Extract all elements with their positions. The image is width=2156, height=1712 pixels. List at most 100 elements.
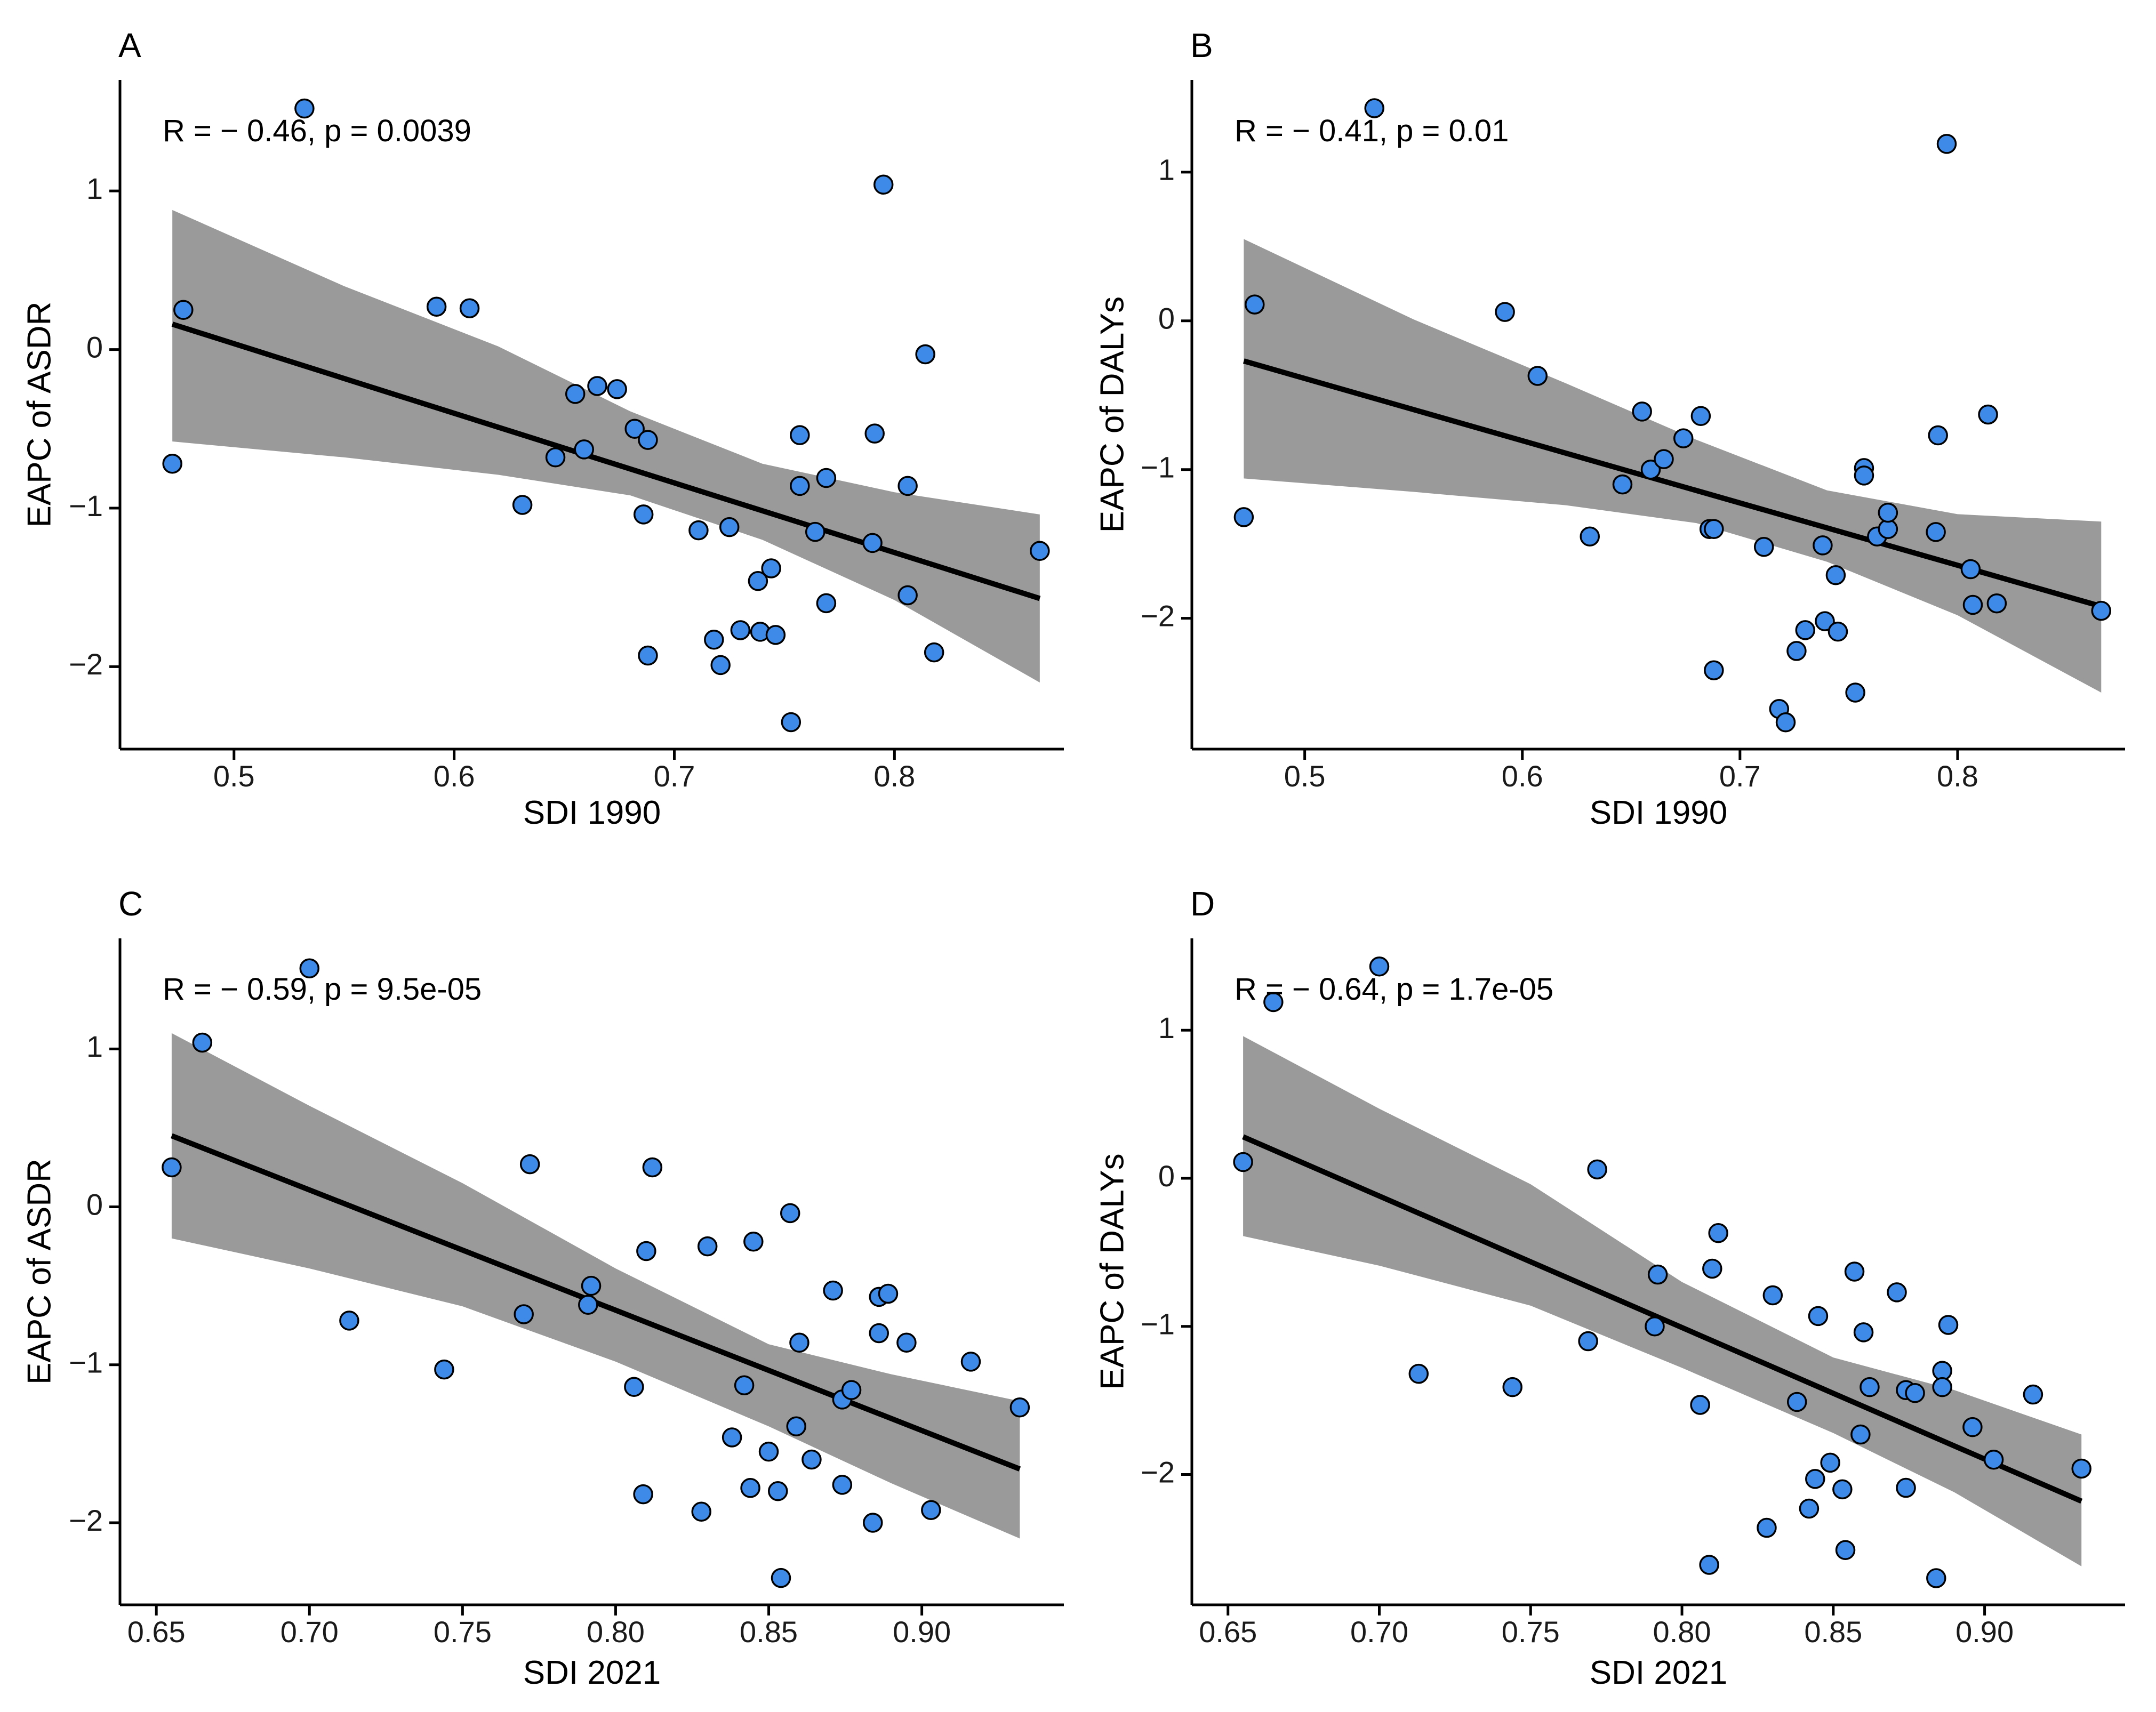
panel-c-correlation-label: R = − 0.59, p = 9.5e-05	[163, 972, 482, 1007]
panel-d-point-11	[1699, 1555, 1719, 1575]
panel-b-point-5	[1527, 366, 1548, 386]
panel-d-x-tick-label: 0.85	[1804, 1615, 1862, 1649]
panel-a-point-24	[765, 625, 786, 645]
panel-c-point-26	[802, 1449, 822, 1470]
panel-a-correlation-label: R = − 0.46, p = 0.0039	[163, 114, 471, 148]
panel-c-point-24	[786, 1416, 806, 1437]
panel-a-point-13	[638, 430, 658, 450]
panel-c-point-14	[691, 1501, 711, 1522]
panel-c-point-37	[960, 1352, 981, 1372]
panel-b-regression-line	[1243, 358, 2102, 609]
panel-b-point-15	[1704, 660, 1724, 680]
panel-c-point-11	[633, 1484, 653, 1505]
panel-b-point-33	[1936, 134, 1957, 154]
panel-c-point-19	[743, 1231, 764, 1252]
panel-c-point-2	[192, 1032, 213, 1053]
panel-b-confidence-band	[1244, 239, 2102, 693]
panel-a-point-19	[719, 517, 740, 537]
panel-d-point-3	[1233, 1152, 1253, 1172]
panel-b-point-9	[1640, 459, 1661, 480]
panel-d-r-value: R = − 0.64,	[1235, 972, 1396, 1007]
panel-c-point-9	[581, 1275, 602, 1296]
panel-c-letter: C	[118, 885, 143, 923]
panel-b-point-11	[1673, 428, 1694, 448]
panel-d-point-34	[1938, 1315, 1959, 1335]
panel-a-y-tick-label: −1	[69, 489, 103, 523]
panel-a-point-32	[864, 423, 885, 444]
panel-d-point-29	[1896, 1477, 1916, 1498]
panel-a-point-38	[1030, 541, 1050, 561]
panel-b-point-7	[1612, 474, 1633, 495]
panel-d-point-33	[1932, 1377, 1952, 1397]
panel-d-x-tick-label: 0.70	[1350, 1615, 1408, 1649]
panel-b-point-8	[1632, 401, 1652, 422]
panel-c-x-axis-title: SDI 2021	[523, 1654, 661, 1691]
panel-a-point-6	[512, 495, 533, 515]
panel-b-point-21	[1813, 535, 1833, 556]
panel-a-point-18	[710, 655, 731, 676]
panel-b-p-value: p = 0.01	[1396, 114, 1509, 148]
panel-a-point-33	[873, 174, 894, 195]
panel-d-point-14	[1757, 1517, 1777, 1538]
panel-d-point-35	[1962, 1417, 1983, 1437]
panel-b-point-25	[1845, 682, 1865, 703]
panel-b-point-30	[1878, 502, 1898, 523]
panel-a-x-tick-label: 0.5	[213, 759, 255, 793]
panel-c-point-36	[921, 1500, 941, 1521]
panel-a-point-26	[790, 425, 810, 445]
panel-c-point-35	[896, 1332, 917, 1353]
panel-a-y-tick-label: 0	[86, 330, 103, 364]
panel-b-point-32	[1928, 425, 1948, 446]
panel-c-x-tick-label: 0.80	[587, 1615, 645, 1649]
panel-d-point-10	[1690, 1395, 1710, 1415]
panel-d-point-7	[1587, 1159, 1607, 1180]
panel-d-point-12	[1702, 1258, 1722, 1279]
panel-b-point-6	[1580, 526, 1600, 546]
panel-b-y-tick-label: 0	[1158, 302, 1175, 335]
panel-a-point-11	[607, 379, 627, 399]
panel-d-point-19	[1808, 1306, 1829, 1327]
panel-d-x-tick-label: 0.75	[1502, 1615, 1560, 1649]
panel-a-point-23	[761, 558, 781, 578]
panel-a-point-17	[704, 630, 724, 650]
panel-a-x-axis-title: SDI 1990	[523, 794, 661, 831]
panel-c-point-6	[514, 1304, 534, 1324]
panel-c-point-3	[162, 1157, 182, 1178]
panel-b-x-tick-label: 0.6	[1502, 759, 1543, 793]
panel-d-point-15	[1762, 1285, 1783, 1306]
panel-a-point-31	[862, 533, 883, 553]
panel-c-point-29	[832, 1475, 853, 1495]
panel-a-point-10	[587, 376, 607, 396]
panel-c-x-tick-label: 0.70	[280, 1615, 339, 1649]
panel-d-point-31	[1926, 1568, 1946, 1588]
panel-b-point-14	[1704, 519, 1724, 539]
panel-a-point-12	[624, 419, 645, 439]
panel-c-point-30	[841, 1380, 862, 1400]
panel-c-point-22	[771, 1568, 791, 1588]
panel-d-y-tick-label: 0	[1158, 1159, 1175, 1193]
panel-d-point-5	[1502, 1377, 1522, 1397]
panel-a-point-1	[294, 98, 315, 119]
panel-c-point-12	[636, 1241, 656, 1261]
panel-d-point-24	[1850, 1424, 1871, 1445]
panel-d-point-38	[2071, 1458, 2091, 1479]
panel-b-point-16	[1753, 536, 1774, 557]
panel-a-point-37	[924, 642, 944, 663]
panel-a-point-9	[574, 439, 594, 460]
panel-c-point-1	[299, 958, 320, 979]
panel-c-point-10	[624, 1377, 644, 1397]
panel-b-point-38	[2091, 600, 2112, 621]
panel-d-point-30	[1905, 1383, 1925, 1403]
panel-b-x-axis-title: SDI 1990	[1590, 794, 1728, 831]
panel-a: A 0.5 0.6 0.7 0.8 −2 −1 0 1 SDI 1990 EAPC of ASDR R…	[21, 26, 1064, 831]
panel-d-x-tick-label: 0.90	[1955, 1615, 2014, 1649]
panel-c-y-axis-title: EAPC of ASDR	[21, 1159, 58, 1385]
panel-a-y-tick-label: 1	[86, 172, 103, 205]
panel-a-point-34	[897, 476, 918, 496]
panel-b-point-37	[1986, 593, 2007, 614]
panel-b-point-27	[1854, 465, 1874, 486]
panel-d-point-17	[1799, 1498, 1820, 1519]
panel-a-confidence-band	[172, 210, 1040, 683]
panel-a-point-28	[805, 521, 825, 542]
panel-d-point-4	[1408, 1363, 1429, 1384]
